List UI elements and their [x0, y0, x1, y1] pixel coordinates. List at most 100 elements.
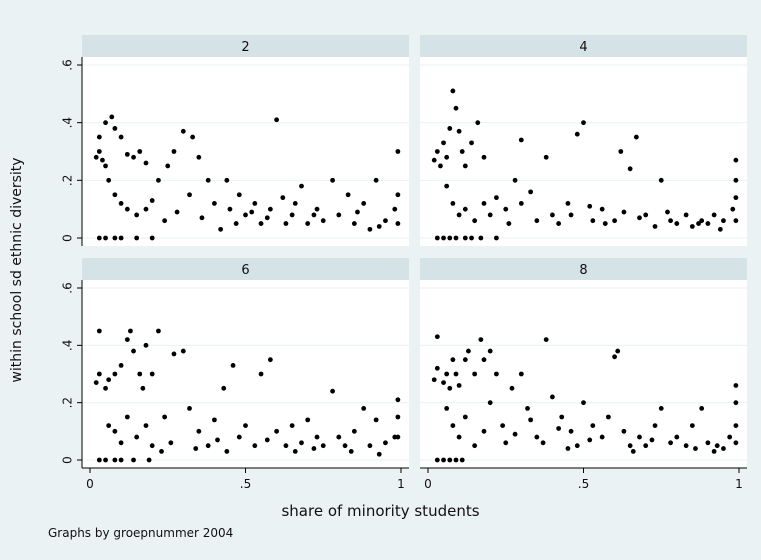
- data-point: [212, 201, 217, 206]
- data-point: [252, 443, 258, 449]
- panel-background: [82, 280, 409, 468]
- data-point: [320, 443, 326, 449]
- data-point: [131, 348, 136, 354]
- data-point: [233, 221, 239, 226]
- data-point: [444, 371, 450, 377]
- data-point: [143, 160, 149, 166]
- data-point: [487, 348, 493, 354]
- y-tick-label: .4: [61, 340, 75, 351]
- data-point: [149, 198, 155, 203]
- data-point: [199, 215, 205, 221]
- data-point: [93, 380, 99, 385]
- data-point: [481, 201, 487, 206]
- data-point: [314, 206, 320, 212]
- data-point: [180, 348, 186, 354]
- data-point: [643, 212, 649, 218]
- data-point: [134, 434, 140, 440]
- data-point: [450, 201, 456, 206]
- data-point: [714, 443, 720, 449]
- data-point: [434, 334, 440, 340]
- panel-strip-label: 4: [579, 40, 587, 55]
- data-point: [212, 417, 217, 423]
- data-point: [236, 192, 242, 198]
- data-point: [243, 423, 248, 428]
- data-point: [487, 400, 493, 406]
- data-point: [711, 212, 717, 218]
- data-point: [118, 440, 124, 446]
- data-point: [574, 131, 580, 137]
- data-point: [711, 449, 717, 454]
- data-point: [355, 209, 360, 215]
- data-point: [456, 212, 462, 218]
- data-point: [453, 235, 459, 241]
- data-point: [243, 212, 248, 218]
- data-point: [599, 434, 605, 440]
- data-point: [395, 414, 401, 420]
- data-point: [156, 328, 161, 334]
- data-point: [373, 417, 379, 423]
- data-point: [699, 406, 705, 411]
- data-point: [93, 154, 99, 160]
- data-point: [112, 457, 118, 463]
- data-point: [559, 414, 565, 420]
- data-point: [156, 177, 161, 183]
- data-point: [274, 428, 279, 434]
- data-point: [540, 440, 546, 446]
- data-point: [103, 163, 108, 169]
- panel-strip: [420, 35, 747, 57]
- data-point: [112, 235, 118, 241]
- data-point: [305, 221, 311, 226]
- data-point: [134, 235, 140, 241]
- data-point: [146, 457, 152, 463]
- data-point: [227, 206, 233, 212]
- data-point: [456, 434, 462, 440]
- data-point: [733, 195, 739, 201]
- data-point: [361, 406, 367, 411]
- data-point: [159, 449, 164, 454]
- data-point: [215, 437, 220, 443]
- y-tick-label: 0: [61, 234, 75, 242]
- data-point: [190, 134, 196, 140]
- data-point: [721, 218, 726, 224]
- data-point: [140, 385, 146, 391]
- data-point: [106, 377, 112, 383]
- data-point: [149, 235, 155, 241]
- data-point: [180, 128, 186, 134]
- data-point: [395, 221, 401, 226]
- data-point: [733, 177, 739, 183]
- data-point: [630, 449, 636, 454]
- data-point: [431, 377, 437, 383]
- data-point: [376, 224, 382, 229]
- data-point: [456, 383, 462, 388]
- data-point: [283, 443, 289, 449]
- data-point: [134, 212, 140, 218]
- data-point: [171, 149, 177, 154]
- data-point: [299, 440, 304, 446]
- data-point: [733, 440, 739, 446]
- data-point: [481, 154, 487, 160]
- data-point: [462, 414, 468, 420]
- data-point: [674, 221, 680, 226]
- data-point: [103, 457, 108, 463]
- x-tick-label: .5: [578, 477, 589, 491]
- data-point: [466, 348, 471, 354]
- panel-strip-label: 2: [241, 40, 249, 55]
- data-point: [118, 457, 124, 463]
- panel-background: [420, 280, 747, 468]
- data-point: [106, 177, 112, 183]
- data-point: [193, 446, 199, 451]
- data-point: [528, 417, 534, 423]
- data-point: [693, 446, 698, 451]
- data-point: [637, 434, 642, 440]
- data-point: [618, 149, 624, 154]
- data-point: [187, 192, 192, 198]
- data-point: [330, 388, 335, 394]
- data-point: [459, 457, 465, 463]
- data-point: [171, 351, 177, 357]
- data-point: [478, 235, 484, 241]
- data-point: [345, 192, 351, 198]
- y-tick-label: .4: [61, 117, 75, 128]
- data-point: [590, 423, 596, 428]
- data-point: [462, 163, 468, 169]
- data-point: [512, 431, 518, 437]
